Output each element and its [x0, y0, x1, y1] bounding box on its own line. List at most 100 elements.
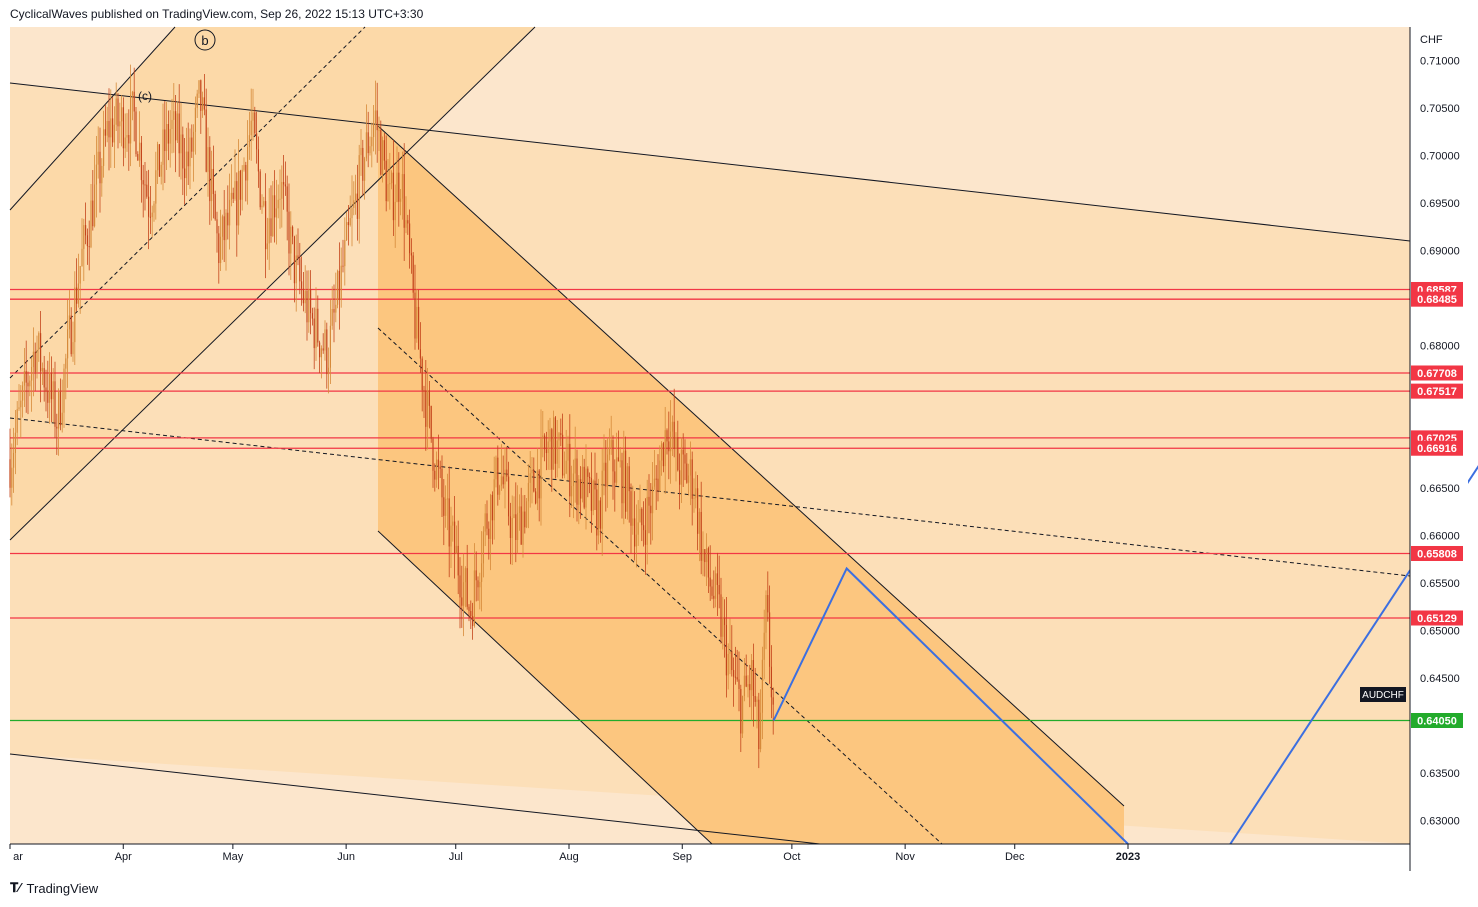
candle-body-104: [196, 93, 198, 108]
candle-body-186: [344, 240, 346, 267]
candle-body-139: [259, 171, 261, 208]
candle-body-195: [360, 147, 362, 156]
price-tick-7: 0.66000: [1420, 530, 1460, 542]
candle-body-263: [482, 531, 484, 564]
price-tick-9: 0.65000: [1420, 625, 1460, 637]
candle-body-150: [279, 198, 281, 200]
candle-body-314: [574, 458, 576, 474]
candle-body-7: [22, 385, 24, 401]
footer-brand-label: TradingView: [26, 880, 99, 896]
falling-channel-lower: [9, 753, 821, 845]
candle-body-283: [518, 506, 520, 513]
candle-body-142: [265, 201, 267, 250]
candle-body-11: [29, 380, 31, 387]
candle-body-273: [500, 476, 502, 486]
candle-body-26: [56, 426, 58, 429]
candle-body-110: [207, 147, 209, 172]
candle-body-151: [281, 181, 283, 199]
candle-body-155: [288, 211, 290, 254]
candle-body-115: [216, 219, 218, 234]
candle-body-268: [491, 494, 493, 521]
candle-body-144: [268, 218, 270, 244]
candle-body-360: [657, 478, 659, 491]
candle-body-305: [558, 433, 560, 441]
candle-body-262: [481, 563, 483, 582]
candle-body-166: [308, 289, 310, 323]
footer-brand[interactable]: 𝐓⁄ TradingView: [10, 880, 98, 896]
candle-body-389: [709, 577, 711, 587]
candle-body-124: [232, 192, 234, 199]
candle-body-373: [680, 449, 682, 485]
price-tick-6: 0.66500: [1420, 483, 1460, 495]
candle-body-2: [13, 452, 15, 468]
candle-body-349: [637, 522, 639, 535]
candle-body-300: [549, 429, 551, 442]
candle-body-42: [85, 225, 87, 236]
candle-body-403: [734, 676, 736, 678]
candle-body-362: [661, 443, 663, 461]
candle-body-55: [108, 120, 110, 138]
candle-body-295: [540, 438, 542, 499]
candle-body-354: [646, 496, 648, 545]
down-channel-lower: [377, 530, 713, 845]
candle-body-87: [166, 124, 168, 152]
candle-body-370: [675, 437, 677, 449]
candle-body-398: [725, 625, 727, 676]
candle-body-198: [365, 132, 367, 159]
candle-body-64: [124, 137, 126, 149]
candle-body-169: [313, 318, 315, 349]
candle-body-165: [306, 290, 308, 323]
candle-body-95: [180, 134, 182, 154]
candle-body-140: [261, 205, 263, 208]
time-tick-9: Dec: [1005, 851, 1025, 863]
candle-body-280: [513, 514, 515, 519]
candle-body-379: [691, 459, 693, 499]
projection-zigzag: [772, 566, 1129, 845]
candle-body-181: [335, 304, 337, 313]
candle-body-344: [628, 466, 630, 492]
candle-body-232: [427, 390, 429, 427]
price-tick-2: 0.70000: [1420, 150, 1460, 162]
candle-body-406: [740, 689, 742, 734]
candle-body-179: [331, 309, 333, 326]
candle-body-132: [247, 146, 249, 181]
candle-body-92: [175, 111, 177, 141]
candle-body-336: [614, 471, 616, 483]
candle-body-271: [497, 457, 499, 495]
candle-body-324: [592, 480, 594, 511]
candle-body-274: [502, 476, 504, 485]
candle-body-309: [565, 460, 567, 474]
candle-body-50: [99, 151, 101, 184]
candle-body-382: [697, 488, 699, 534]
candle-body-9: [25, 370, 27, 383]
candle-body-156: [290, 226, 292, 254]
candle-body-422: [769, 612, 771, 667]
candle-body-372: [679, 470, 681, 485]
candle-body-386: [704, 549, 706, 563]
candle-body-228: [419, 349, 421, 359]
candle-body-51: [101, 165, 103, 184]
candle-body-347: [634, 518, 636, 547]
rising-channel-mid: [9, 26, 366, 379]
candle-body-37: [76, 287, 78, 304]
candle-body-160: [297, 255, 299, 259]
candle-body-415: [756, 699, 758, 702]
candle-body-163: [302, 288, 304, 304]
candle-body-45: [90, 200, 92, 248]
time-axis-ticks: ar Apr May Jun Jul Aug Sep Oct Nov Dec 2023: [9, 844, 1140, 863]
time-tick-6: Sep: [672, 851, 692, 863]
symbol-tag-label: AUDCHF: [1362, 690, 1404, 701]
time-tick-8: Nov: [895, 851, 915, 863]
price-level-tag-label-7: 0.65129: [1417, 613, 1457, 625]
candle-body-114: [214, 194, 216, 220]
candle-body-409: [745, 675, 747, 687]
candle-body-242: [445, 498, 447, 516]
candle-body-216: [398, 172, 400, 202]
candle-body-101: [191, 137, 193, 152]
time-tick-10: 2023: [1116, 851, 1140, 863]
candle-body-31: [65, 358, 67, 369]
candle-body-291: [533, 469, 535, 492]
candle-body-343: [626, 466, 628, 512]
candle-body-72: [139, 142, 141, 161]
